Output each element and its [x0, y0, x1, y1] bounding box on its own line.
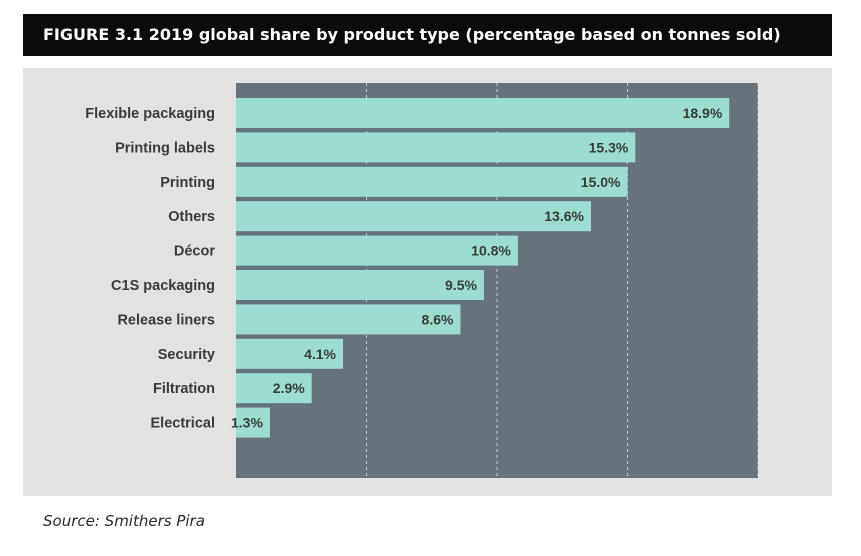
category-label: Filtration: [153, 381, 215, 397]
data-label: 10.8%: [471, 243, 511, 259]
bar: [236, 235, 518, 266]
category-label: Security: [158, 347, 215, 363]
bar: [236, 304, 461, 335]
data-label: 8.6%: [422, 311, 454, 327]
bar: [236, 98, 730, 128]
data-label: 15.0%: [581, 174, 621, 190]
chart-panel: Flexible packaging 18.9% Printing labels 15…: [23, 68, 832, 496]
data-label: 13.6%: [544, 208, 584, 224]
bar-chart: Flexible packaging 18.9% Printing labels 15…: [85, 83, 759, 478]
category-label: Printing: [160, 175, 215, 191]
data-label: 4.1%: [304, 346, 336, 362]
figure-title: FIGURE 3.1 2019 global share by product …: [23, 14, 832, 56]
bar: [236, 132, 636, 163]
data-label: 2.9%: [273, 380, 305, 396]
bar: [236, 407, 270, 438]
category-label: C1S packaging: [111, 278, 215, 294]
data-label: 15.3%: [589, 139, 629, 155]
category-label: Décor: [174, 244, 215, 260]
bar: [236, 338, 344, 369]
bar: [236, 270, 484, 300]
data-label: 1.3%: [231, 415, 263, 431]
category-label: Release liners: [117, 312, 215, 328]
source-note: Source: Smithers Pira: [43, 512, 205, 530]
data-label: 18.9%: [683, 105, 723, 121]
bar: [236, 373, 312, 404]
category-label: Electrical: [151, 416, 216, 432]
data-label: 9.5%: [445, 277, 477, 293]
bar: [236, 201, 591, 232]
category-label: Flexible packaging: [85, 106, 215, 122]
category-label: Printing labels: [115, 140, 215, 156]
bar: [236, 166, 628, 197]
category-label: Others: [168, 209, 215, 225]
